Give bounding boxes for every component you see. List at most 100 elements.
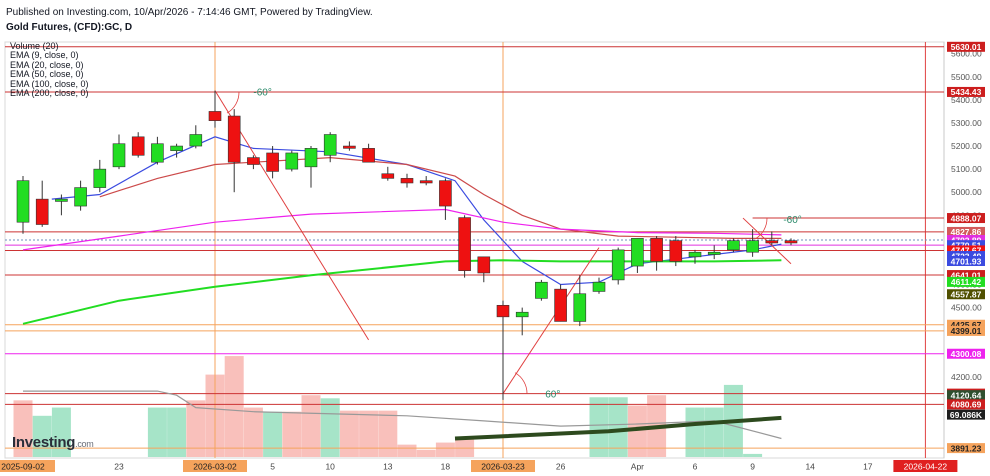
price-tick-label: 5100.00 — [951, 164, 982, 174]
price-badge-box — [947, 245, 985, 256]
volume-bar — [301, 395, 321, 457]
price-tick-label: 5400.00 — [951, 95, 982, 105]
price-badge-text: 4120.64 — [951, 390, 982, 400]
candle-body — [631, 238, 644, 267]
volume-bar — [263, 411, 283, 457]
price-badge: 69.086K — [947, 409, 985, 420]
candle-body — [247, 157, 260, 165]
price-tick-label: 4500.00 — [951, 303, 982, 313]
volume-bar — [13, 400, 33, 457]
candle-body — [688, 251, 702, 258]
candle-body — [727, 240, 740, 251]
price-badge-box — [947, 240, 985, 251]
candle-body — [112, 143, 126, 168]
price-badge-box — [947, 399, 985, 410]
price-badge: 4120.64 — [947, 390, 985, 400]
date-badge: 2026-03-02 — [183, 460, 247, 472]
price-badge-box — [947, 213, 985, 224]
price-badge: 4080.69 — [947, 399, 985, 410]
indicator-legend: Volume (20) EMA (9, close, 0) EMA (20, c… — [10, 41, 89, 99]
volume-bar — [282, 411, 302, 457]
legend-volume[interactable]: Volume (20) — [10, 41, 59, 51]
candle-body — [208, 111, 222, 121]
candle-body — [170, 145, 183, 151]
candle-body — [515, 311, 529, 318]
price-badge: 4747.67 — [947, 245, 985, 256]
price-badge-box — [947, 319, 985, 330]
date-badge: 2025-09-02 — [0, 460, 55, 472]
price-badge: 4701.93 — [947, 255, 985, 266]
logo-suffix: .com — [75, 439, 94, 449]
candle-body — [362, 148, 375, 163]
candle-body — [669, 240, 683, 262]
published-caption: Published on Investing.com, 10/Apr/2026 … — [6, 7, 373, 18]
price-badge-text: 5434.43 — [951, 87, 982, 97]
candle-body — [227, 115, 241, 163]
volume-bar — [608, 397, 628, 457]
price-badge: 4611.42 — [947, 276, 985, 287]
volume-bar — [224, 356, 244, 457]
price-badge-text: 4747.67 — [951, 246, 982, 256]
symbol-title: Gold Futures, (CFD):GC, D — [6, 22, 133, 33]
candle-body — [343, 145, 356, 149]
ema-line — [23, 390, 782, 440]
price-tick-label: 5600.00 — [951, 49, 982, 59]
price-badge-box — [947, 235, 985, 246]
price-badge-box — [947, 255, 985, 266]
date-badge-text: 2026-03-23 — [481, 462, 525, 472]
price-badge-box — [947, 325, 985, 336]
candle-body — [419, 180, 433, 184]
angle-arc — [514, 372, 528, 394]
volume-bar — [704, 407, 724, 457]
price-badge: 4888.07 — [947, 213, 985, 223]
price-badge-box — [947, 276, 985, 287]
candle-body — [765, 240, 779, 244]
legend-ema-50[interactable]: EMA (50, close, 0) — [10, 69, 84, 80]
price-badge-box — [947, 443, 985, 454]
candle-body — [93, 168, 107, 188]
date-tick-label: 26 — [556, 462, 566, 472]
price-badge: 5434.43 — [947, 86, 985, 97]
price-badge: 4827.86 — [947, 226, 985, 237]
date-tick-label: 13 — [383, 462, 393, 472]
legend-ema-20[interactable]: EMA (20, close, 0) — [10, 59, 84, 70]
price-badge: 4557.87 — [947, 289, 985, 300]
price-badge-box — [947, 41, 985, 52]
angle-label: -60° — [253, 87, 271, 98]
price-badge-box — [947, 86, 985, 97]
price-badge-text: 3891.23 — [951, 443, 982, 453]
price-tick-label: 5000.00 — [951, 187, 982, 197]
candle-body — [189, 134, 203, 147]
price-badge-box — [947, 409, 985, 420]
volume-trend-line — [454, 415, 782, 441]
price-badge-text: 4425.67 — [951, 320, 982, 330]
candle-body — [35, 198, 49, 225]
volume-bar — [186, 400, 206, 457]
price-badge-text: 4399.01 — [951, 326, 982, 336]
legend-ema-100[interactable]: EMA (100, close, 0) — [10, 78, 89, 89]
candle-body — [439, 180, 452, 207]
legend-ema-9[interactable]: EMA (9, close, 0) — [10, 50, 79, 61]
candle-body — [746, 240, 759, 253]
price-badge: 4425.67 — [947, 319, 985, 330]
logo-name: Investing — [12, 434, 76, 451]
price-badge-text: 4611.42 — [951, 277, 982, 287]
gann-fan-line — [502, 247, 600, 394]
investing-logo: Investing.com — [12, 434, 94, 451]
date-badge-box — [183, 460, 247, 472]
legend-ema-200[interactable]: EMA (200, close, 0) — [10, 88, 89, 99]
price-badge-box — [947, 226, 985, 237]
price-badge: 4300.08 — [947, 348, 985, 359]
ema-line — [22, 259, 782, 325]
candle-body — [784, 240, 798, 244]
price-tick-label: 4200.00 — [951, 372, 982, 382]
date-tick-label: 17 — [863, 462, 873, 472]
candle-body — [285, 152, 299, 170]
price-tick-label: 5500.00 — [951, 72, 982, 82]
volume-bar — [435, 442, 455, 457]
candle-body — [477, 256, 491, 274]
volume-bar — [243, 407, 263, 457]
price-badge-box — [947, 289, 985, 300]
price-tick-label: 5300.00 — [951, 118, 982, 128]
